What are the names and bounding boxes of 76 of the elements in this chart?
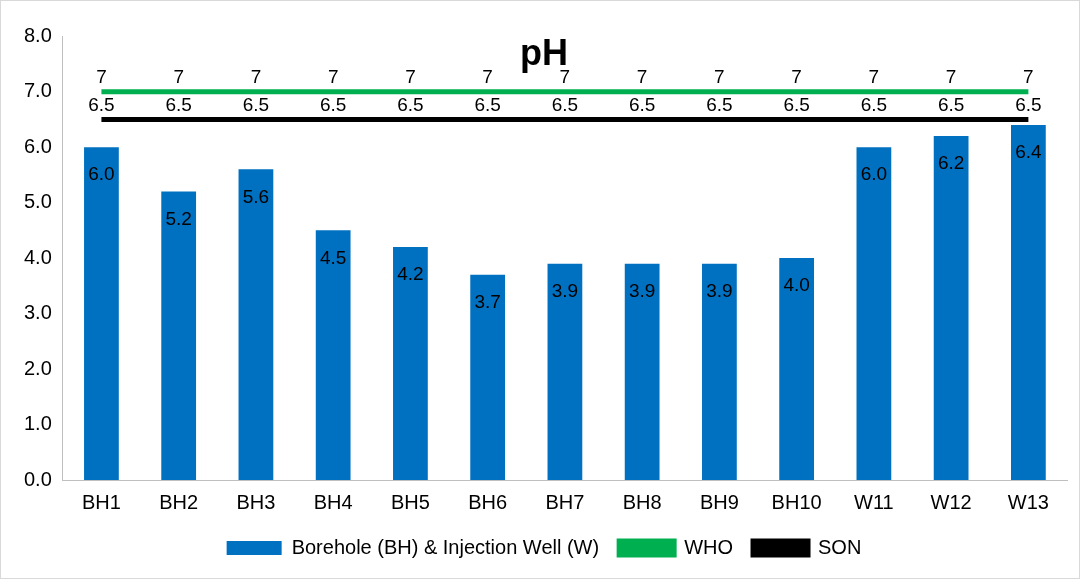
y-tick-label: 8.0	[23, 23, 52, 46]
data-label: 7	[1023, 65, 1034, 87]
data-label: 7	[945, 65, 957, 87]
x-tick-label: W11	[854, 490, 894, 513]
y-tick-label: 2.0	[23, 356, 52, 379]
data-label: 6.5	[242, 93, 270, 115]
data-label: 7	[482, 65, 493, 87]
data-label: 3.9	[551, 279, 579, 301]
bar	[933, 136, 969, 480]
x-tick-label: BH2	[159, 490, 199, 513]
y-tick-label: 3.0	[23, 301, 52, 324]
x-tick-label: BH10	[771, 490, 822, 513]
data-label: 6.4	[1015, 141, 1043, 163]
data-label: 6.5	[397, 93, 424, 115]
y-tick-label: 6.0	[23, 134, 52, 157]
data-label: 7	[250, 65, 262, 87]
bar	[238, 169, 274, 480]
y-tick-label: 5.0	[23, 190, 52, 213]
data-label: 3.9	[628, 279, 656, 301]
data-label: 6.5	[706, 93, 733, 115]
data-label: 6.5	[628, 93, 656, 115]
data-label: 7	[405, 65, 416, 87]
bar	[470, 274, 506, 480]
data-label: 6.2	[937, 152, 965, 174]
data-label: 6.0	[860, 163, 888, 185]
y-tick-label: 4.0	[23, 245, 52, 268]
data-label: 6.5	[551, 93, 579, 115]
bar	[1011, 124, 1046, 480]
data-label: 7	[96, 65, 107, 87]
data-label: 6.5	[165, 93, 192, 115]
bar	[315, 230, 351, 480]
x-tick-label: BH6	[468, 490, 508, 513]
y-tick-label: 1.0	[23, 412, 52, 435]
x-tick-label: W12	[930, 490, 972, 513]
x-tick-label: BH7	[545, 490, 585, 513]
bar	[161, 191, 197, 480]
x-tick-label: BH8	[622, 490, 662, 513]
x-tick-label: BH9	[699, 490, 739, 513]
bar	[393, 247, 428, 480]
bar	[779, 258, 815, 480]
data-label: 7	[868, 65, 880, 87]
data-label: 6.5	[860, 93, 888, 115]
data-label: 3.7	[474, 290, 501, 312]
data-label: 7	[327, 65, 339, 87]
data-label: 7	[173, 65, 184, 87]
data-label: 7	[636, 65, 648, 87]
data-label: 5.2	[165, 207, 192, 229]
bar	[702, 263, 737, 480]
bar	[856, 147, 892, 480]
x-tick-label: BH1	[81, 490, 121, 513]
x-tick-label: BH3	[236, 490, 276, 513]
data-label: 5.6	[242, 185, 270, 207]
y-tick-label: 0.0	[23, 467, 52, 490]
legend-label: Borehole (BH) & Injection Well (W)	[291, 535, 600, 558]
bar	[624, 263, 660, 480]
data-label: 4.2	[397, 263, 424, 285]
y-tick-label: 7.0	[23, 79, 52, 102]
x-tick-label: W13	[1007, 490, 1049, 513]
bar	[84, 147, 119, 480]
data-label: 6.5	[88, 93, 115, 115]
data-label: 4.5	[319, 246, 347, 268]
data-label: 6.0	[88, 163, 115, 185]
data-label: 7	[714, 65, 725, 87]
data-label: 6.5	[937, 93, 965, 115]
data-label: 4.0	[783, 274, 810, 296]
data-label: 3.9	[706, 279, 733, 301]
data-label: 6.5	[783, 93, 810, 115]
data-label: 7	[791, 65, 802, 87]
data-label: 6.5	[1015, 93, 1042, 115]
legend-label: WHO	[684, 535, 734, 558]
data-label: 6.5	[474, 93, 501, 115]
x-tick-label: BH5	[390, 490, 430, 513]
legend-label: SON	[818, 535, 862, 558]
x-tick-label: BH4	[313, 490, 353, 513]
bar	[547, 263, 583, 480]
data-label: 6.5	[319, 93, 347, 115]
